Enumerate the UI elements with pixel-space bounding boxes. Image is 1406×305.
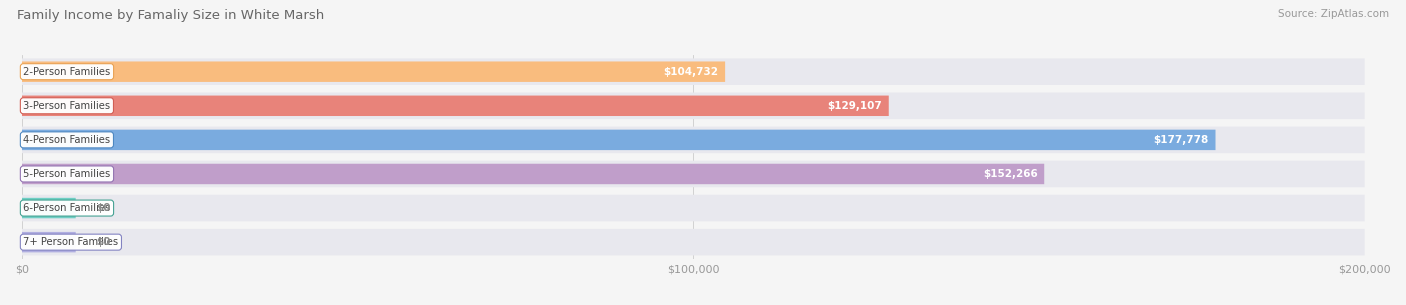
Text: $0: $0 xyxy=(96,203,110,213)
FancyBboxPatch shape xyxy=(22,130,1216,150)
FancyBboxPatch shape xyxy=(22,62,725,82)
Text: 5-Person Families: 5-Person Families xyxy=(24,169,111,179)
Text: 6-Person Families: 6-Person Families xyxy=(24,203,111,213)
Text: 2-Person Families: 2-Person Families xyxy=(24,67,111,77)
Text: 7+ Person Families: 7+ Person Families xyxy=(24,237,118,247)
Text: 4-Person Families: 4-Person Families xyxy=(24,135,111,145)
FancyBboxPatch shape xyxy=(22,161,1365,187)
FancyBboxPatch shape xyxy=(22,127,1365,153)
Text: $104,732: $104,732 xyxy=(664,67,718,77)
FancyBboxPatch shape xyxy=(22,92,1365,119)
Text: 3-Person Families: 3-Person Families xyxy=(24,101,111,111)
FancyBboxPatch shape xyxy=(22,58,1365,85)
Text: Family Income by Famaliy Size in White Marsh: Family Income by Famaliy Size in White M… xyxy=(17,9,325,22)
Text: Source: ZipAtlas.com: Source: ZipAtlas.com xyxy=(1278,9,1389,19)
FancyBboxPatch shape xyxy=(22,198,76,218)
FancyBboxPatch shape xyxy=(22,164,1045,184)
FancyBboxPatch shape xyxy=(22,232,76,252)
Text: $152,266: $152,266 xyxy=(983,169,1038,179)
Text: $177,778: $177,778 xyxy=(1153,135,1209,145)
Text: $129,107: $129,107 xyxy=(827,101,882,111)
FancyBboxPatch shape xyxy=(22,95,889,116)
Text: $0: $0 xyxy=(96,237,110,247)
FancyBboxPatch shape xyxy=(22,195,1365,221)
FancyBboxPatch shape xyxy=(22,229,1365,256)
